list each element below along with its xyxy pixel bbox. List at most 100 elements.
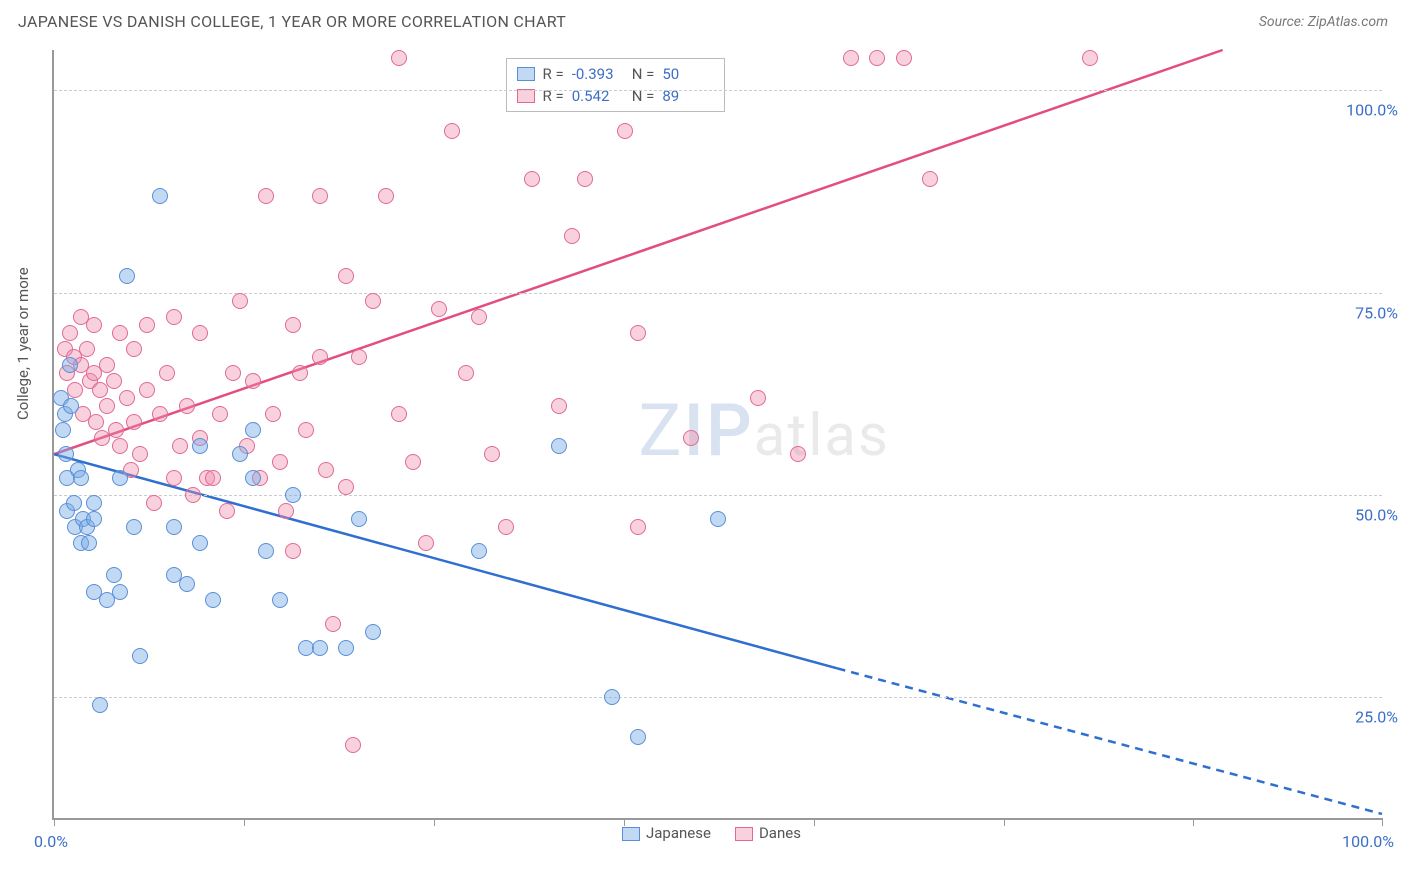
data-point xyxy=(551,398,567,414)
data-point xyxy=(99,398,115,414)
data-point xyxy=(219,503,235,519)
x-tick xyxy=(244,818,245,826)
data-point xyxy=(86,495,102,511)
data-point xyxy=(112,470,128,486)
data-point xyxy=(498,519,514,535)
data-point xyxy=(604,689,620,705)
data-point xyxy=(564,228,580,244)
data-point xyxy=(62,357,78,373)
data-point xyxy=(159,365,175,381)
chart-title: JAPANESE VS DANISH COLLEGE, 1 YEAR OR MO… xyxy=(18,12,566,31)
data-point xyxy=(312,640,328,656)
data-point xyxy=(338,268,354,284)
data-point xyxy=(551,438,567,454)
y-tick-label: 50.0% xyxy=(1355,505,1398,524)
data-point xyxy=(106,567,122,583)
data-point xyxy=(258,188,274,204)
data-point xyxy=(126,341,142,357)
series-legend: JapaneseDanes xyxy=(622,824,801,842)
x-tick xyxy=(434,818,435,826)
data-point xyxy=(617,123,633,139)
data-point xyxy=(166,519,182,535)
data-point xyxy=(212,406,228,422)
data-point xyxy=(1082,50,1098,66)
data-point xyxy=(258,543,274,559)
data-point xyxy=(245,373,261,389)
legend-row: R =0.542N =89 xyxy=(517,85,715,107)
data-point xyxy=(869,50,885,66)
x-tick xyxy=(814,818,815,826)
data-point xyxy=(325,616,341,632)
data-point xyxy=(112,325,128,341)
data-point xyxy=(351,349,367,365)
y-axis-label: College, 1 year or more xyxy=(14,267,32,420)
data-point xyxy=(318,462,334,478)
data-point xyxy=(94,430,110,446)
data-point xyxy=(225,365,241,381)
data-point xyxy=(79,341,95,357)
data-point xyxy=(351,511,367,527)
data-point xyxy=(146,495,162,511)
data-point xyxy=(298,422,314,438)
legend-item: Japanese xyxy=(622,824,711,842)
y-tick-label: 100.0% xyxy=(1346,101,1398,120)
data-point xyxy=(285,487,301,503)
data-point xyxy=(292,365,308,381)
x-tick-label: 100.0% xyxy=(1342,832,1394,851)
data-point xyxy=(630,519,646,535)
data-point xyxy=(86,511,102,527)
data-point xyxy=(630,729,646,745)
data-point xyxy=(205,592,221,608)
data-point xyxy=(577,171,593,187)
data-point xyxy=(88,414,104,430)
data-point xyxy=(418,535,434,551)
data-point xyxy=(524,171,540,187)
data-point xyxy=(179,398,195,414)
data-point xyxy=(245,422,261,438)
data-point xyxy=(112,438,128,454)
data-point xyxy=(119,390,135,406)
data-point xyxy=(391,406,407,422)
data-point xyxy=(391,50,407,66)
data-point xyxy=(458,365,474,381)
x-tick-label: 0.0% xyxy=(34,832,68,851)
x-tick xyxy=(54,818,55,826)
data-point xyxy=(896,50,912,66)
data-point xyxy=(185,487,201,503)
data-point xyxy=(750,390,766,406)
data-point xyxy=(365,293,381,309)
data-point xyxy=(92,697,108,713)
data-point xyxy=(378,188,394,204)
source-attribution: Source: ZipAtlas.com xyxy=(1259,14,1388,30)
data-point xyxy=(405,454,421,470)
data-point xyxy=(272,592,288,608)
data-point xyxy=(630,325,646,341)
gridline xyxy=(54,293,1382,294)
x-tick xyxy=(1004,818,1005,826)
data-point xyxy=(106,373,122,389)
data-point xyxy=(99,357,115,373)
data-point xyxy=(232,293,248,309)
data-point xyxy=(112,584,128,600)
data-point xyxy=(232,446,248,462)
data-point xyxy=(126,519,142,535)
data-point xyxy=(338,479,354,495)
data-point xyxy=(205,470,221,486)
data-point xyxy=(86,317,102,333)
data-point xyxy=(108,422,124,438)
data-point xyxy=(338,640,354,656)
y-tick-label: 75.0% xyxy=(1355,303,1398,322)
scatter-chart: ZIPatlas R =-0.393N =50R =0.542N =89 xyxy=(52,50,1382,820)
gridline xyxy=(54,90,1382,91)
data-point xyxy=(285,543,301,559)
data-point xyxy=(179,576,195,592)
data-point xyxy=(192,535,208,551)
data-point xyxy=(67,382,83,398)
data-point xyxy=(444,123,460,139)
data-point xyxy=(62,325,78,341)
gridline xyxy=(54,697,1382,698)
data-point xyxy=(132,648,148,664)
data-point xyxy=(172,438,188,454)
data-point xyxy=(471,543,487,559)
data-point xyxy=(132,446,148,462)
